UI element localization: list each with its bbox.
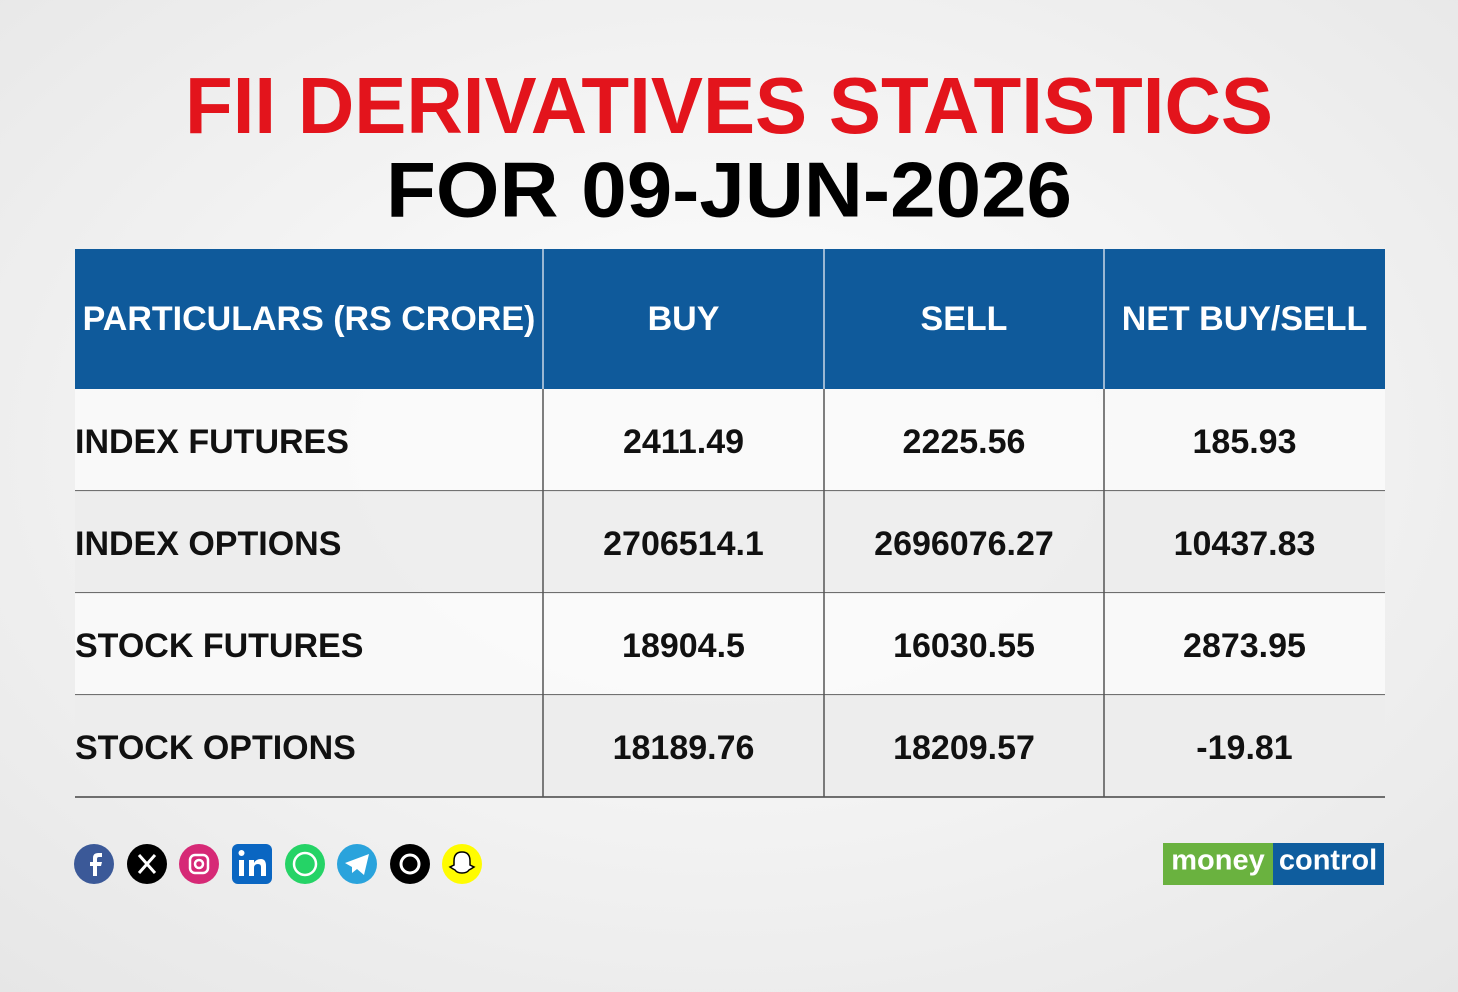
snapchat-glyph	[448, 851, 476, 874]
header-cell: SELL	[921, 300, 1008, 338]
table-cell: 2411.49	[623, 423, 744, 461]
whatsapp-glyph	[292, 851, 318, 877]
row-label: INDEX OPTIONS	[75, 525, 341, 563]
table-cell: 185.93	[1193, 423, 1297, 461]
header-cell: BUY	[648, 300, 720, 338]
table-row	[75, 593, 1385, 695]
table: PARTICULARS (RS CRORE) BUY SELL NET BUY/SEL…	[75, 249, 1385, 798]
table-row	[75, 695, 1385, 797]
table-cell: 2696076.27	[874, 525, 1054, 563]
logo-text-1: money	[1171, 845, 1264, 877]
row-label: STOCK OPTIONS	[75, 729, 356, 767]
header-cell: NET BUY/SELL	[1122, 300, 1368, 338]
logo-blue	[1273, 843, 1384, 885]
table-row	[75, 491, 1385, 593]
table-cell: 10437.83	[1174, 525, 1316, 563]
table-cell: -19.81	[1196, 729, 1292, 767]
facebook-glyph	[90, 853, 102, 876]
logo[interactable]: money control	[1163, 843, 1384, 885]
table-cell: 16030.55	[893, 627, 1035, 665]
x-glyph	[137, 854, 157, 874]
table-cell: 2225.56	[903, 423, 1026, 461]
whatsapp-icon[interactable]	[285, 844, 325, 884]
table-row	[75, 389, 1385, 491]
threads-icon[interactable]	[390, 844, 430, 884]
instagram-glyph	[188, 853, 210, 875]
logo-green	[1163, 843, 1273, 885]
social-icons	[74, 844, 482, 884]
table-cell: 2706514.1	[603, 525, 764, 563]
linkedin-glyph	[249, 859, 266, 876]
row-label: STOCK FUTURES	[75, 627, 363, 665]
table-cell: 18904.5	[622, 627, 745, 665]
instagram-glyph	[193, 858, 205, 870]
table-cell: 18209.57	[893, 729, 1035, 767]
logo-text-2: control	[1279, 845, 1377, 877]
table-cell: 18189.76	[613, 729, 755, 767]
title-line-2: FOR 09-JUN-2026	[386, 146, 1072, 234]
header-cell: PARTICULARS (RS CRORE)	[83, 300, 536, 338]
row-label: INDEX FUTURES	[75, 423, 349, 461]
linkedin-glyph	[239, 860, 244, 876]
telegram-glyph	[345, 854, 369, 875]
header-row	[75, 249, 1385, 389]
table-cell: 2873.95	[1183, 627, 1306, 665]
threads-glyph	[399, 853, 421, 875]
instagram-icon[interactable]	[179, 844, 219, 884]
linkedin-glyph	[238, 850, 245, 856]
title-line-1: FII DERIVATIVES STATISTICS	[185, 61, 1273, 150]
